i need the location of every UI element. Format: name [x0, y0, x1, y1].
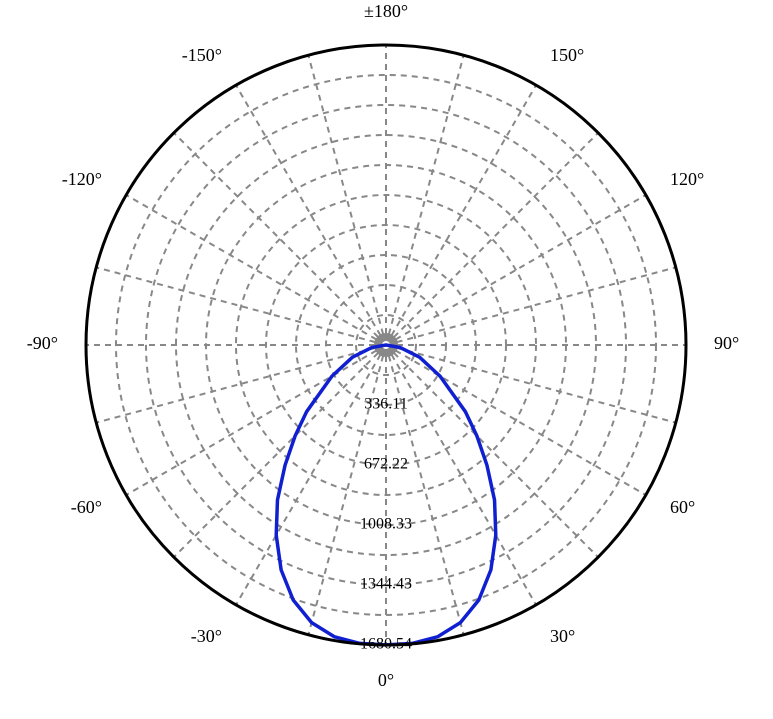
angle-label: 0° [378, 670, 394, 690]
radial-label: 1680.54 [360, 636, 412, 653]
angle-label: 90° [714, 333, 739, 353]
radial-label: 336.11 [364, 396, 407, 413]
angle-label: -60° [71, 497, 102, 517]
angle-label: 60° [670, 497, 695, 517]
radial-label: 672.22 [364, 456, 408, 473]
angle-label: 30° [550, 626, 575, 646]
radial-label: 1008.33 [360, 516, 412, 533]
angle-label: ±180° [364, 1, 408, 21]
angle-label: 120° [670, 169, 704, 189]
polar-chart-svg: ±180° 150° 120° 90° 60° 30° 0° -30° -60° -90° -120… [0, 0, 773, 719]
radial-label: 1344.43 [360, 576, 412, 593]
angle-label: 150° [550, 45, 584, 65]
angle-label: -90° [27, 333, 58, 353]
polar-chart: ±180° 150° 120° 90° 60° 30° 0° -30° -60° -90° -120… [0, 0, 773, 719]
angle-label: -120° [62, 169, 102, 189]
angle-label: -150° [182, 45, 222, 65]
angle-label: -30° [191, 626, 222, 646]
